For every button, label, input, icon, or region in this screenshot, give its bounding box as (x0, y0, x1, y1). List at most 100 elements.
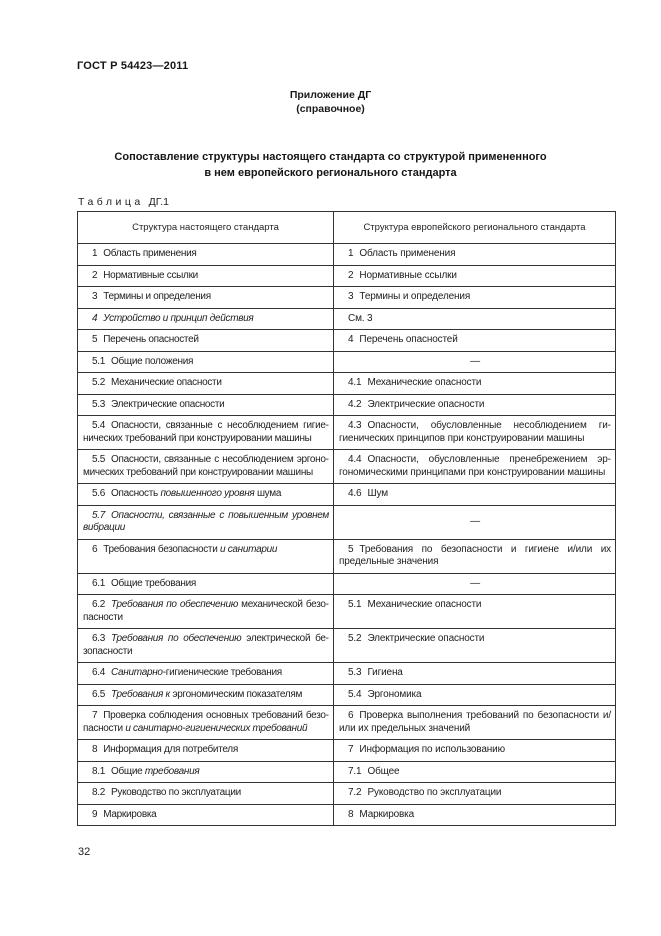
table-row: 9 Маркировка 8 Маркировка (77, 803, 616, 826)
cell-european-standard: 5.2 Электрические опасности (333, 628, 616, 663)
appendix-heading: Приложение ДГ (справочное) (0, 88, 661, 116)
clause-text-italic: Опасности, связанные с повышенным уровне… (83, 509, 329, 534)
appendix-subtitle: (справочное) (296, 103, 365, 115)
table-caption: Таблица ДГ.1 (78, 196, 169, 208)
table-row: 3 Термины и определения 3 Термины и определ… (77, 286, 616, 309)
clause-number: 4 (348, 334, 354, 345)
table-row: 1 Область применения 1 Область применения (77, 243, 616, 266)
clause-text: Термины и определения (103, 291, 211, 302)
clause-number: 4.3 (348, 420, 362, 431)
table-row: 5.5 Опасности, связанные с несоблюдением … (77, 449, 616, 484)
clause-text: электрической бе­зопасности (83, 633, 329, 657)
cell-european-standard: 7 Информация по использованию (333, 739, 616, 762)
section-title-line-1: Сопоставление структуры настоящего станд… (114, 151, 547, 163)
clause-number: 9 (92, 808, 98, 820)
cell-current-standard: 6.1 Общие требования (77, 572, 334, 595)
cell-current-standard: 5.3 Электрические опасности (77, 393, 334, 416)
clause-number: 7.2 (348, 787, 362, 798)
cell-european-standard: 3 Термины и определения (333, 286, 616, 309)
clause-text-italic: Требования по обеспечению (111, 633, 242, 644)
clause-text: См. 3 (348, 312, 373, 324)
clause-number: 1 (92, 248, 98, 259)
doc-number: ГОСТ Р 54423—2011 (77, 60, 189, 72)
table-row: 8.2 Руководство по эксплуатации 7.2 Руковод… (77, 782, 616, 805)
clause-number: 4.4 (348, 454, 362, 465)
cell-european-standard: 5.3 Гигиена (333, 662, 616, 685)
cell-european-standard: 1 Область применения (333, 243, 616, 266)
cell-european-standard: 5.4 Эргономика (333, 683, 616, 706)
clause-text-italic: Требования к (111, 688, 170, 700)
clause-text: Электрические опасности (111, 398, 225, 410)
em-dash: — (470, 577, 480, 589)
clause-number: 4.2 (348, 398, 362, 410)
cell-current-standard: 3 Термины и определения (77, 286, 334, 309)
clause-text: Требования безопасности (103, 543, 220, 555)
cell-european-standard: — (333, 504, 616, 540)
clause-text: Опасности, обусловленные пренебрежением … (339, 454, 611, 478)
clause-number: 8.1 (92, 765, 106, 777)
table-row: 2 Нормативные ссылки 2 Нормативные ссылки (77, 264, 616, 287)
clause-number: 5 (92, 334, 98, 345)
clause-number: 4.1 (348, 377, 362, 388)
clause-number: 7.1 (348, 765, 362, 777)
table-row: 6.5 Требования к эргономическим показател… (77, 683, 616, 706)
cell-european-standard: 8 Маркировка (333, 803, 616, 826)
cell-current-standard: 5.6 Опасность повышенного уровня шума (77, 483, 334, 506)
clause-text: механической безо­пасности (83, 599, 329, 623)
table-row: 5.4 Опасности, связанные с несоблюдением … (77, 415, 616, 450)
em-dash: — (470, 515, 480, 527)
comparison-table: Структура настоящего стандарта Структура… (77, 211, 616, 826)
clause-text: Перечень опасностей (103, 334, 199, 345)
clause-text-italic: Санитарно (111, 667, 163, 678)
clause-text: Нормативные ссылки (103, 269, 198, 281)
table-row: 5.7 Опасности, связанные с повышенным уро… (77, 504, 616, 540)
cell-european-standard: 4.1 Механические опасности (333, 372, 616, 395)
clause-text: Общие положения (111, 355, 194, 367)
cell-european-standard: 7.2 Руководство по эксплуатации (333, 782, 616, 805)
cell-european-standard: — (333, 572, 616, 595)
clause-text: Механические опасности (367, 377, 482, 388)
clause-text-italic: Требования по обеспечению (111, 599, 238, 610)
em-dash: — (470, 355, 480, 367)
cell-current-standard: 5.7 Опасности, связанные с повышенным уро… (77, 504, 334, 540)
cell-current-standard: 6.5 Требования к эргономическим показател… (77, 683, 334, 706)
clause-number: 7 (92, 710, 98, 721)
comparison-table-body: 1 Область применения 1 Область применения 2 Н… (77, 243, 616, 826)
clause-number: 4 (92, 312, 98, 324)
clause-text: Эргономика (367, 688, 422, 700)
table-row: 4 Устройство и принцип действия См. 3 (77, 307, 616, 330)
clause-number: 3 (92, 291, 98, 302)
clause-number: 6.5 (92, 688, 106, 700)
clause-text: Проверка соблюдения основных требований … (83, 710, 329, 734)
table-row: 8.1 Общие требования 7.1 Общее (77, 760, 616, 783)
clause-text: Перечень опасностей (359, 334, 458, 345)
cell-european-standard: — (333, 350, 616, 373)
clause-number: 5.7 (92, 509, 106, 521)
clause-text: Электрические опасности (367, 398, 485, 410)
clause-number: 6.2 (92, 599, 106, 610)
clause-number: 6.1 (92, 577, 106, 589)
clause-text: Шум (367, 488, 388, 499)
cell-current-standard: 6.4 Санитарно-гигиенические требования (77, 662, 334, 685)
clause-text-italic: и санитарно-гигиенических требований (125, 722, 308, 734)
table-caption-number: ДГ.1 (148, 196, 169, 208)
clause-text: эргономическим показателям (169, 688, 303, 700)
cell-european-standard: 2 Нормативные ссылки (333, 264, 616, 287)
cell-european-standard: 4 Перечень опасностей (333, 329, 616, 352)
clause-text: Информация по использованию (359, 744, 505, 755)
clause-text-italic: и санитарии (219, 543, 278, 555)
table-row: 6.4 Санитарно-гигиенические требования 5.3… (77, 662, 616, 685)
col-header-european-standard: Структура европейского регионального ста… (333, 211, 616, 244)
cell-european-standard: 4.6 Шум (333, 483, 616, 506)
cell-european-standard: 7.1 Общее (333, 760, 616, 783)
table-row: 6 Требования безопасности и санитарии 5 Тре… (77, 538, 616, 574)
clause-number: 6.3 (92, 633, 106, 644)
clause-number: 5.1 (348, 599, 362, 610)
clause-number: 5.4 (348, 688, 362, 700)
clause-number: 8 (348, 808, 354, 820)
cell-current-standard: 5.2 Механические опасности (77, 372, 334, 395)
clause-text: Нормативные ссылки (359, 269, 457, 281)
clause-number: 5 (348, 543, 354, 555)
cell-current-standard: 6.2 Требования по обеспечению механическо… (77, 594, 334, 629)
clause-text-italic: повышенного уровня (160, 488, 255, 499)
